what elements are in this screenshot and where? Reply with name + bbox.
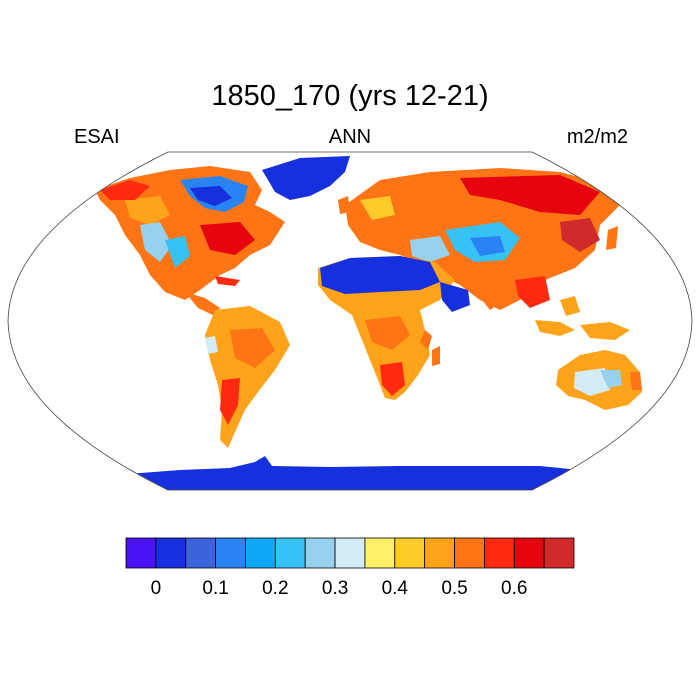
australia <box>556 350 642 410</box>
colorbar-swatch <box>155 537 187 569</box>
map-title: 1850_170 (yrs 12-21) <box>211 80 489 112</box>
colorbar-swatch <box>185 537 217 569</box>
north-america <box>95 166 285 316</box>
colorbar-swatch <box>245 537 276 569</box>
colorbar-tick-label: 0.5 <box>441 578 467 599</box>
greenland <box>262 156 350 200</box>
colorbar-swatch <box>215 537 246 569</box>
colorbar-tick-label: 0 <box>151 578 162 599</box>
eurasia <box>345 168 620 310</box>
madagascar <box>432 346 440 366</box>
colorbar-swatch <box>394 537 426 569</box>
season-label: ANN <box>328 126 372 148</box>
units-label: m2/m2 <box>566 126 628 148</box>
colorbar-swatch <box>424 537 455 569</box>
japan <box>606 226 618 250</box>
colorbar-swatch <box>543 537 575 569</box>
south-america <box>205 306 290 448</box>
colorbar-swatch <box>304 537 336 569</box>
colorbar-tick-label: 0.3 <box>322 578 348 599</box>
colorbar-swatch <box>274 537 306 569</box>
africa <box>318 256 470 400</box>
colorbar-swatch <box>125 537 157 569</box>
colorbar-tick-label: 0.1 <box>202 578 228 599</box>
variable-label: ESAI <box>74 126 120 148</box>
colorbar-swatch <box>334 537 366 569</box>
colorbar-tick-label: 0.2 <box>262 578 288 599</box>
colorbar-swatch <box>454 537 485 569</box>
colorbar-tick-label: 0.4 <box>382 578 409 599</box>
british-isles <box>338 196 350 214</box>
colorbar-swatch <box>483 537 515 569</box>
indonesia <box>535 296 630 340</box>
colorbar-tick-label: 0.6 <box>501 578 527 599</box>
globe-outline <box>7 151 693 491</box>
antarctica <box>120 456 610 490</box>
colorbar-swatch <box>513 537 545 569</box>
colorbar-swatch <box>364 537 396 569</box>
